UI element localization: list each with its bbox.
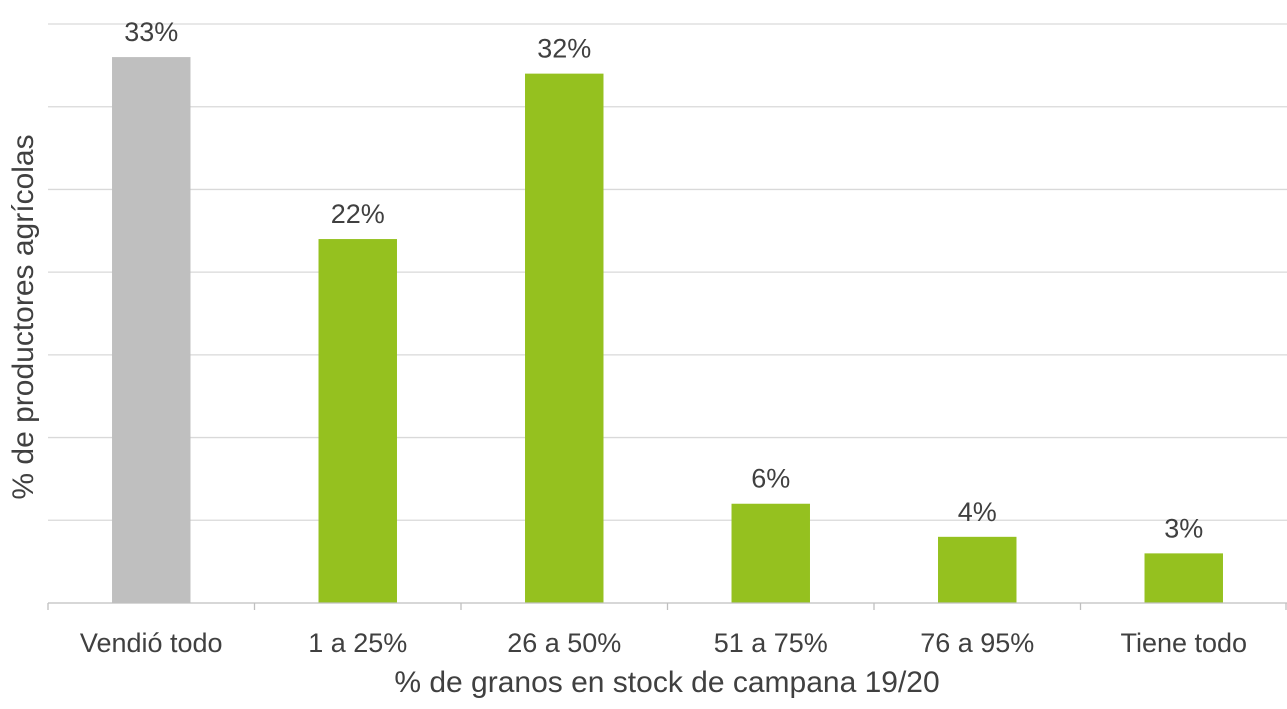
bar-2	[318, 239, 397, 604]
x-tick-label-4: 51 a 75%	[714, 628, 828, 658]
data-label-4: 6%	[751, 464, 790, 494]
bar-5	[938, 536, 1017, 603]
data-label-2: 22%	[331, 199, 385, 229]
data-labels: 33% 22% 32% 6% 4% 3%	[124, 17, 1203, 543]
bar-6	[1144, 553, 1223, 603]
bar-4	[731, 503, 810, 603]
x-axis-title: % de granos en stock de campana 19/20	[394, 666, 939, 699]
x-tick-label-1: Vendió todo	[80, 628, 223, 658]
x-tick-label-6: Tiene todo	[1120, 628, 1247, 658]
gridlines	[48, 23, 1287, 521]
data-label-5: 4%	[958, 497, 997, 527]
data-label-6: 3%	[1164, 513, 1203, 543]
x-tick-label-3: 26 a 50%	[507, 628, 621, 658]
x-tick-label-5: 76 a 95%	[920, 628, 1034, 658]
bars	[112, 57, 1223, 604]
x-axis: Vendió todo 1 a 25% 26 a 50% 51 a 75% 76 a 9…	[47, 602, 1287, 658]
data-label-1: 33%	[124, 17, 178, 47]
bar-1	[112, 57, 191, 604]
data-label-3: 32%	[537, 34, 591, 64]
x-tick-label-2: 1 a 25%	[308, 628, 407, 658]
bar-3	[525, 73, 604, 604]
y-axis-title: % de productores agrícolas	[7, 134, 40, 499]
